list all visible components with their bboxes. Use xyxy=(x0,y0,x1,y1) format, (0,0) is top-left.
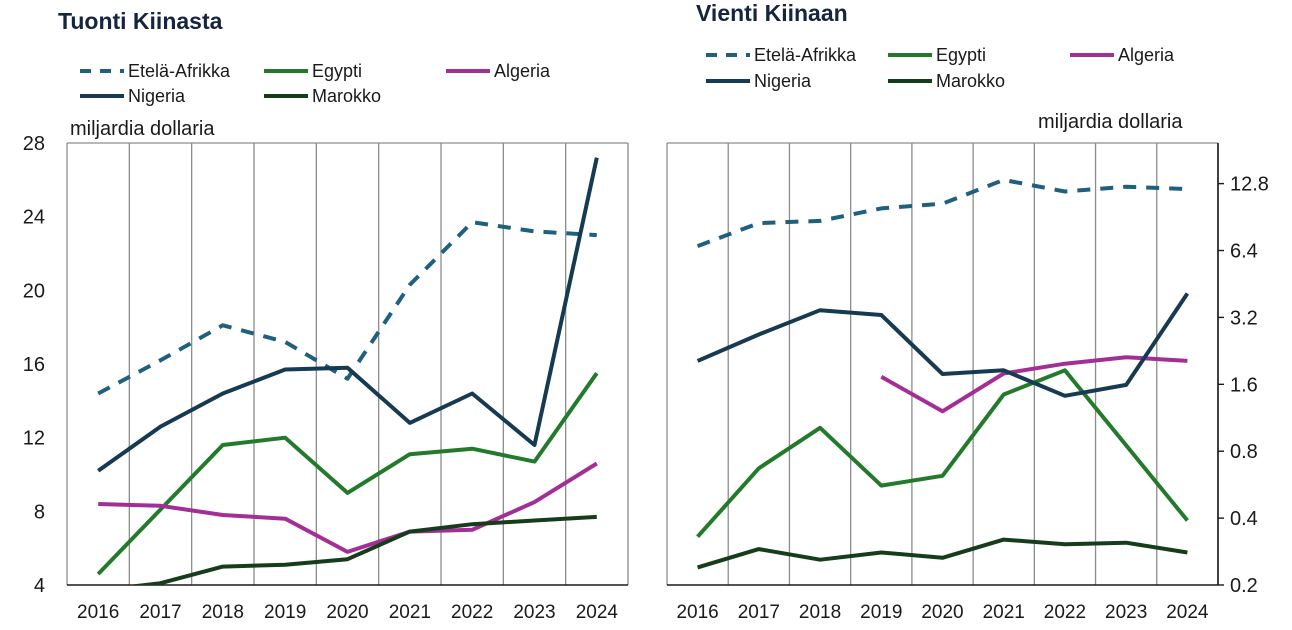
y-tick-label: 0.2 xyxy=(1230,575,1258,597)
legend-swatch xyxy=(444,60,492,82)
x-tick-label: 2024 xyxy=(576,602,619,623)
legend-label: Nigeria xyxy=(128,85,186,106)
x-tick-label: 2024 xyxy=(1166,602,1209,623)
series-line-marokko xyxy=(697,537,1188,570)
x-tick-label: 2017 xyxy=(738,602,780,623)
legend-label: Marokko xyxy=(936,70,1006,91)
legend-swatch xyxy=(78,85,126,107)
chart-right: 2016 2017 2018 2019 2020 2021 2022 2023 2024 0.2 0… xyxy=(666,142,1269,623)
legend-item-nigeria: Nigeria xyxy=(704,70,811,92)
y-tick-label: 8 xyxy=(34,501,45,523)
x-tick-label: 2016 xyxy=(77,602,119,623)
legend-label: Etelä-Afrikka xyxy=(128,60,231,81)
legend-item-egypti: Egypti xyxy=(262,60,362,82)
legend-swatch xyxy=(78,60,126,82)
y-tick-label: 28 xyxy=(23,133,45,155)
x-tick-label: 2021 xyxy=(983,602,1025,623)
legend-swatch xyxy=(886,44,934,66)
legend-swatch xyxy=(262,85,310,107)
y-tick-label: 0.4 xyxy=(1230,508,1258,530)
legend-label: Algeria xyxy=(1118,44,1175,65)
x-tick-label: 2016 xyxy=(676,602,718,623)
legend-label: Egypti xyxy=(936,44,987,65)
chart-title-right: Vienti Kiinaan xyxy=(696,0,848,26)
x-tick-label: 2017 xyxy=(139,602,181,623)
series-line-algeria xyxy=(880,355,1188,414)
y-unit-label-left: miljardia dollaria xyxy=(70,118,215,140)
legend-swatch xyxy=(886,70,934,92)
x-tick-label: 2018 xyxy=(202,602,244,623)
x-tick-label: 2020 xyxy=(921,602,963,623)
legend-item-algeria: Algeria xyxy=(444,60,550,82)
x-tick-label: 2019 xyxy=(264,602,306,623)
x-tick-label: 2022 xyxy=(1044,602,1086,623)
y-tick-label: 16 xyxy=(23,354,45,376)
chart-left: 2016 2017 2018 2019 2020 2021 2022 2023 20244812… xyxy=(23,133,629,623)
chart-title-left: Tuonti Kiinasta xyxy=(58,8,223,34)
y-tick-label: 12 xyxy=(23,428,45,450)
legend-label: Marokko xyxy=(312,85,382,106)
legend-label: Nigeria xyxy=(754,70,812,91)
y-unit-label-right: miljardia dollaria xyxy=(1038,111,1183,133)
legend-label: Etelä-Afrikka xyxy=(754,44,857,65)
series-line-etela_afrikka xyxy=(97,220,597,396)
legend-label: Egypti xyxy=(312,60,363,81)
legend-item-algeria: Algeria xyxy=(1068,44,1174,66)
y-tick-label: 0.8 xyxy=(1230,441,1258,463)
y-tick-label: 20 xyxy=(23,280,45,302)
legend-item-marokko: Marokko xyxy=(262,85,381,107)
legend-item-nigeria: Nigeria xyxy=(78,85,185,107)
legend-item-etela-afrikka: Etelä-Afrikka xyxy=(78,60,230,82)
series-line-etela_afrikka xyxy=(696,177,1188,248)
y-tick-label: 4 xyxy=(34,575,45,597)
legend-item-etela-afrikka: Etelä-Afrikka xyxy=(704,44,856,66)
x-tick-label: 2020 xyxy=(326,602,368,623)
series-line-marokko xyxy=(127,514,597,585)
x-tick-label: 2019 xyxy=(860,602,902,623)
x-tick-label: 2018 xyxy=(799,602,841,623)
series-line-egypti xyxy=(696,368,1189,539)
y-tick-label: 24 xyxy=(23,207,45,229)
legend-swatch xyxy=(1068,44,1116,66)
series-line-nigeria xyxy=(696,292,1190,398)
series-line-nigeria xyxy=(97,157,599,473)
y-tick-label: 1.6 xyxy=(1230,374,1258,396)
legend-swatch xyxy=(704,70,752,92)
x-tick-label: 2023 xyxy=(1105,602,1147,623)
x-tick-label: 2021 xyxy=(389,602,431,623)
series-line-algeria xyxy=(98,461,598,554)
y-tick-label: 6.4 xyxy=(1230,241,1258,263)
x-tick-label: 2022 xyxy=(451,602,493,623)
x-tick-label: 2023 xyxy=(513,602,555,623)
y-tick-label: 3.2 xyxy=(1230,307,1258,329)
legend-swatch xyxy=(262,60,310,82)
series-line-egypti xyxy=(96,372,599,576)
legend-label: Algeria xyxy=(494,60,551,81)
y-tick-label: 12.8 xyxy=(1230,174,1269,196)
legend-swatch xyxy=(704,44,752,66)
legend-item-marokko: Marokko xyxy=(886,70,1005,92)
legend-item-egypti: Egypti xyxy=(886,44,986,66)
